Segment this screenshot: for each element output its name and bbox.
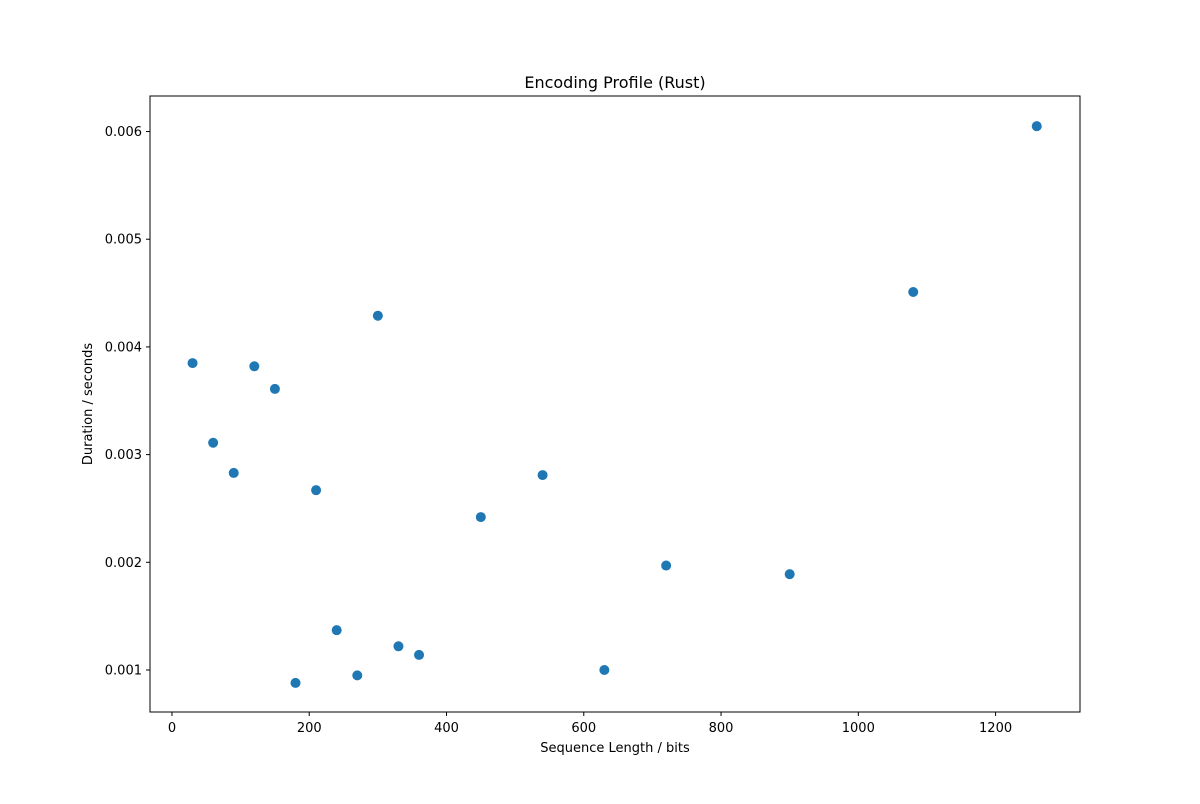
scatter-point [661, 560, 672, 571]
x-axis-label: Sequence Length / bits [540, 741, 690, 756]
scatter-point [1031, 121, 1042, 132]
scatter-point [249, 361, 260, 372]
data-points [187, 121, 1042, 688]
scatter-point [208, 437, 219, 448]
y-tick-label: 0.004 [105, 340, 142, 355]
x-tick-label: 0 [168, 721, 176, 736]
y-tick-label: 0.001 [105, 664, 142, 679]
y-axis-label: Duration / seconds [81, 343, 96, 465]
x-tick-label: 1200 [979, 721, 1012, 736]
scatter-point [908, 287, 919, 297]
x-tick-label: 600 [571, 721, 596, 736]
y-tick-label: 0.002 [105, 556, 142, 571]
scatter-point [475, 512, 486, 523]
y-tick-label: 0.005 [105, 233, 142, 248]
y-tick-label: 0.003 [105, 448, 142, 463]
scatter-point [372, 310, 383, 321]
x-axis: 0 200 400 600 800 1000 1200 [168, 712, 1012, 736]
scatter-point [393, 641, 404, 652]
scatter-point [187, 358, 198, 369]
scatter-point [269, 383, 280, 394]
x-tick-label: 800 [709, 721, 734, 736]
scatter-point [290, 677, 301, 688]
scatter-point [311, 485, 322, 496]
scatter-point [414, 649, 425, 660]
scatter-point [352, 670, 363, 681]
scatter-point [537, 470, 548, 481]
scatter-point [228, 467, 239, 478]
x-tick-label: 200 [297, 721, 322, 736]
plot-area-frame [149, 95, 1081, 713]
x-tick-label: 1000 [842, 721, 875, 736]
y-tick-label: 0.006 [105, 125, 142, 140]
y-axis: 0.001 0.002 0.003 0.004 0.005 0.006 [105, 125, 150, 679]
scatter-point [784, 569, 795, 580]
scatter-point [599, 665, 610, 675]
x-tick-label: 400 [434, 721, 459, 736]
scatter-point [331, 625, 342, 636]
chart-title: Encoding Profile (Rust) [524, 73, 705, 92]
